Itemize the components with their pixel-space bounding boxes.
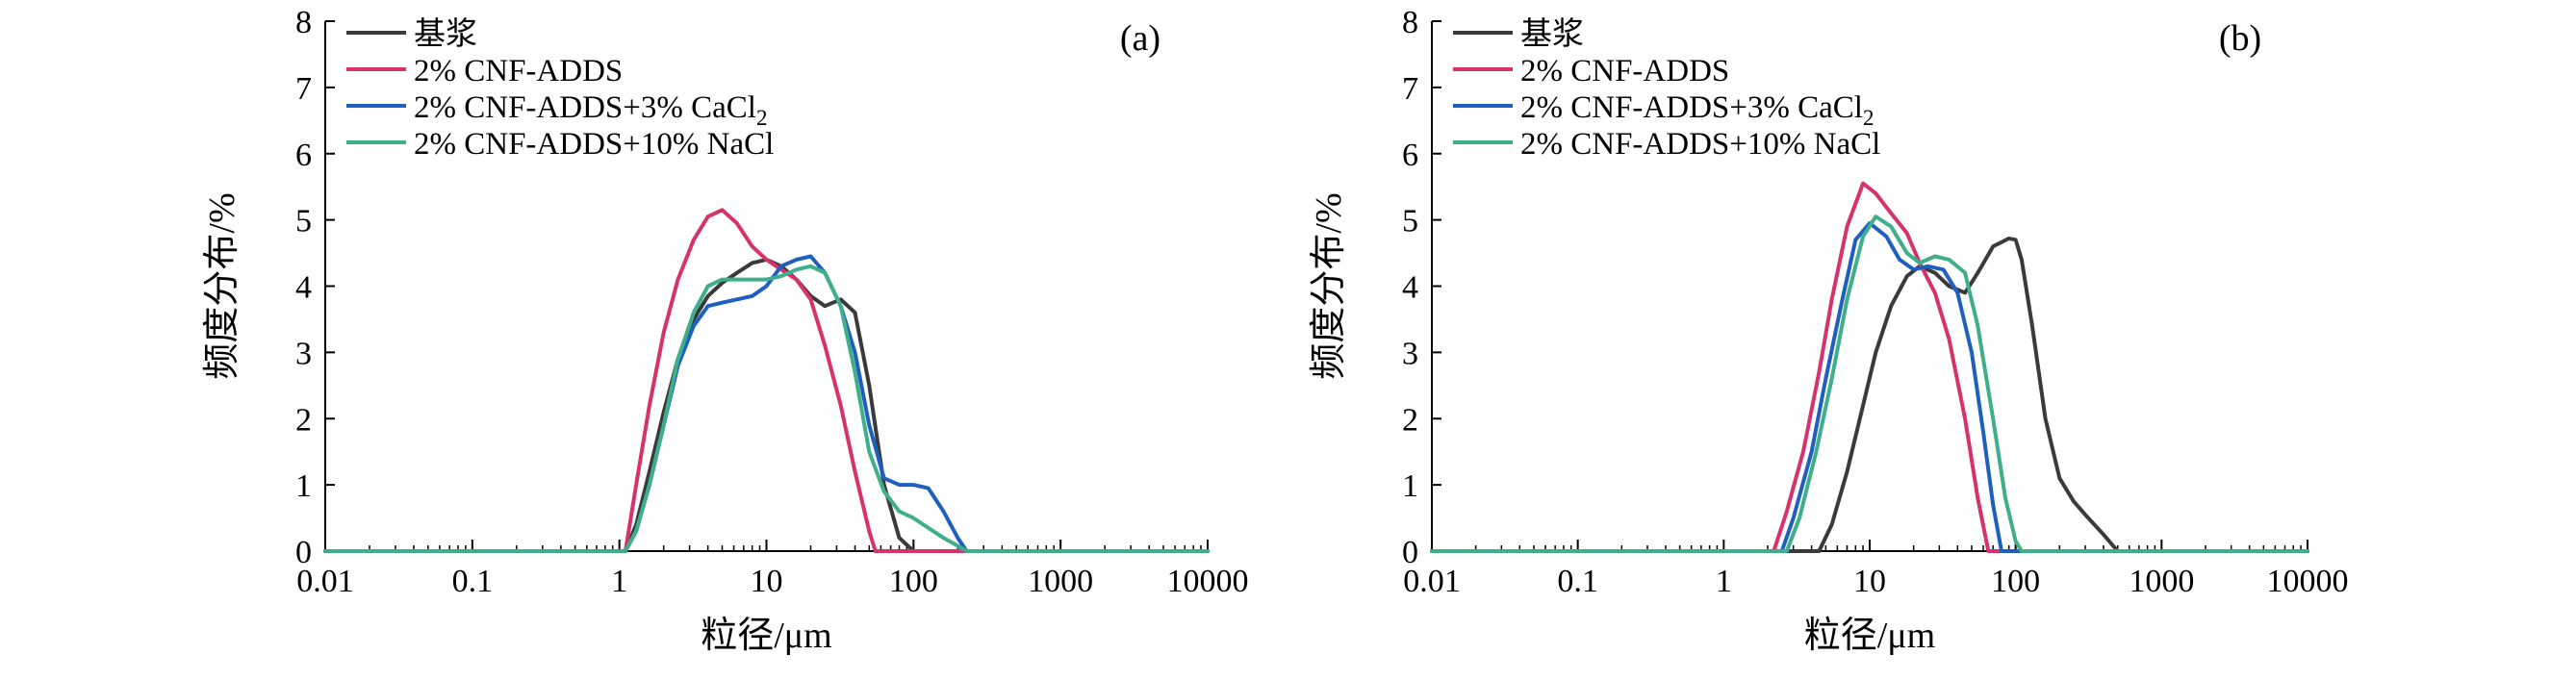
y-tick-label: 6 [295, 138, 312, 173]
y-tick-label: 3 [295, 336, 312, 371]
series-line-4 [1430, 214, 2309, 553]
x-tick-label: 10000 [2267, 564, 2349, 599]
x-tick-label: 1 [611, 564, 627, 599]
y-tick-label: 5 [1402, 204, 1418, 239]
y-tick-label: 2 [1402, 402, 1418, 438]
y-tick-label: 8 [1402, 5, 1418, 40]
x-tick-label: 0.01 [1403, 564, 1461, 599]
legend-label: 2% CNF-ADDS+10% NaCl [414, 127, 774, 162]
y-tick-label: 1 [1402, 468, 1418, 504]
panel-label: (a) [1120, 18, 1160, 59]
legend-label: 2% CNF-ADDS [414, 54, 623, 88]
legend-label: 基浆 [1520, 16, 1584, 52]
y-tick-label: 4 [295, 270, 312, 306]
panel-label: (b) [2219, 18, 2261, 59]
series-line-4 [323, 264, 1210, 553]
series-line-2 [323, 208, 1210, 553]
y-axis-title: 频度分布/% [202, 192, 242, 379]
x-tick-label: 0.1 [1557, 564, 1598, 599]
y-tick-label: 0 [1402, 535, 1418, 570]
x-axis-title: 粒径/μm [701, 616, 832, 656]
x-tick-label: 1000 [2129, 564, 2194, 599]
x-tick-label: 10000 [1167, 564, 1249, 599]
legend-label: 基浆 [414, 16, 477, 52]
x-tick-label: 10 [751, 564, 783, 599]
x-tick-label: 100 [889, 564, 938, 599]
series-line-3 [1430, 221, 2309, 553]
x-tick-label: 0.01 [296, 564, 354, 599]
y-tick-label: 1 [295, 468, 312, 504]
x-axis-title: 粒径/μm [1804, 616, 1936, 656]
chart-panel-a: 0 1 2 3 4 5 6 7 8 0.01 0.1 1 10 100 1000 10000 粒径/μm 频度分布… [202, 5, 1249, 656]
x-tick-label: 100 [1991, 564, 2040, 599]
series-line-2 [1430, 181, 2309, 553]
y-tick-label: 4 [1402, 270, 1418, 306]
chart-panel-b: 0 1 2 3 4 5 6 7 8 0.01 0.1 1 10 100 1000 10000 粒径/μm 频度分布… [1309, 5, 2349, 656]
x-tick-label: 0.1 [452, 564, 494, 599]
y-tick-label: 7 [295, 71, 312, 107]
y-tick-label: 8 [295, 5, 312, 40]
x-tick-label: 1 [1716, 564, 1732, 599]
series-line-1 [1430, 236, 2309, 553]
y-tick-label: 5 [295, 204, 312, 239]
legend-label: 2% CNF-ADDS+3% CaCl2 [414, 90, 767, 130]
legend-label: 2% CNF-ADDS [1520, 54, 1729, 88]
y-tick-label: 6 [1402, 138, 1418, 173]
legend-label: 2% CNF-ADDS+10% NaCl [1520, 127, 1880, 162]
legend-label: 2% CNF-ADDS+3% CaCl2 [1520, 90, 1874, 130]
y-tick-label: 0 [295, 535, 312, 570]
y-tick-label: 7 [1402, 71, 1418, 107]
y-axis-title: 频度分布/% [1309, 192, 1349, 379]
x-tick-label: 1000 [1028, 564, 1093, 599]
y-tick-label: 2 [295, 402, 312, 438]
x-tick-label: 10 [1853, 564, 1886, 599]
y-tick-label: 3 [1402, 336, 1418, 371]
